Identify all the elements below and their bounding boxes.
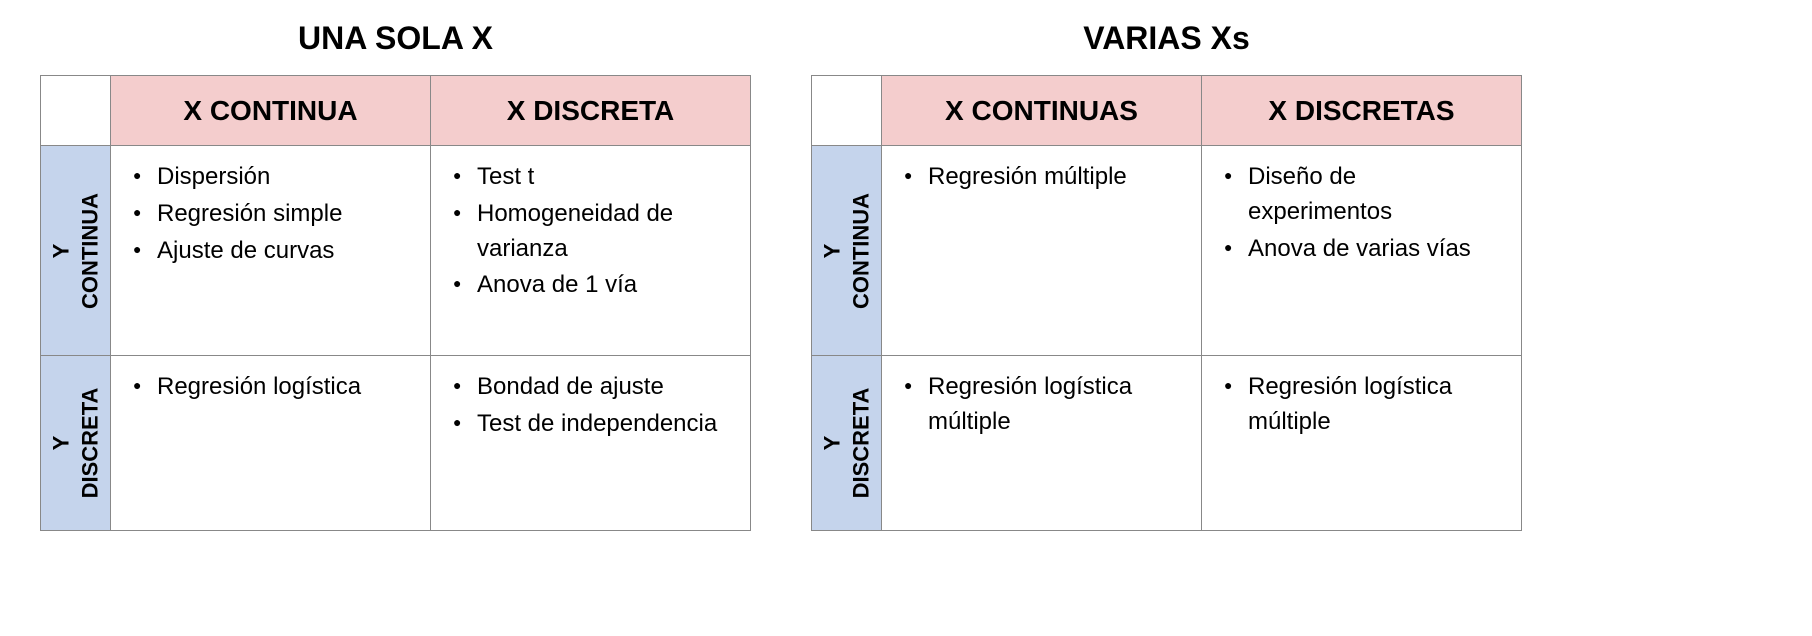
cell-y-discreta-x-continuas: Regresión logística múltiple: [882, 356, 1202, 531]
table-title-right: VARIAS Xs: [1083, 20, 1250, 57]
cell-y-continua-x-continua: Dispersión Regresión simple Ajuste de cu…: [111, 146, 431, 356]
table-left: X CONTINUA X DISCRETA YCONTINUA Dispersi…: [40, 75, 751, 531]
cell-y-continua-x-discretas: Diseño de experimentos Anova de varias v…: [1202, 146, 1522, 356]
tables-container: UNA SOLA X X CONTINUA X DISCRETA YCONTIN…: [20, 20, 1792, 531]
list-item: Regresión múltiple: [896, 160, 1183, 195]
list-item: Homogeneidad de varianza: [445, 197, 732, 267]
col-header-x-discretas: X DISCRETAS: [1202, 76, 1522, 146]
table-row: X CONTINUAS X DISCRETAS: [812, 76, 1522, 146]
table-row: YCONTINUA Dispersión Regresión simple Aj…: [41, 146, 751, 356]
row-header-label: YCONTINUA: [818, 192, 875, 308]
row-header-y-discreta: YDISCRETA: [812, 356, 882, 531]
row-header-label: YDISCRETA: [47, 388, 104, 499]
table-row: YCONTINUA Regresión múltiple Diseño de e…: [812, 146, 1522, 356]
list-item: Regresión logística: [125, 370, 412, 405]
col-header-x-continua: X CONTINUA: [111, 76, 431, 146]
table-row: YDISCRETA Regresión logística Bondad de …: [41, 356, 751, 531]
list-item: Dispersión: [125, 160, 412, 195]
corner-cell: [41, 76, 111, 146]
cell-y-continua-x-discreta: Test t Homogeneidad de varianza Anova de…: [431, 146, 751, 356]
corner-cell: [812, 76, 882, 146]
row-header-y-continua: YCONTINUA: [812, 146, 882, 356]
list-item: Anova de 1 vía: [445, 268, 732, 303]
list-item: Regresión simple: [125, 197, 412, 232]
row-header-y-discreta: YDISCRETA: [41, 356, 111, 531]
cell-y-discreta-x-discreta: Bondad de ajuste Test de independencia: [431, 356, 751, 531]
list-item: Ajuste de curvas: [125, 234, 412, 269]
cell-y-discreta-x-continua: Regresión logística: [111, 356, 431, 531]
table-right: X CONTINUAS X DISCRETAS YCONTINUA Regres…: [811, 75, 1522, 531]
row-header-label: YCONTINUA: [47, 192, 104, 308]
list-item: Anova de varias vías: [1216, 232, 1503, 267]
table-wrapper-right: VARIAS Xs X CONTINUAS X DISCRETAS YCONTI…: [811, 20, 1522, 531]
row-header-y-continua: YCONTINUA: [41, 146, 111, 356]
list-item: Test t: [445, 160, 732, 195]
list-item: Bondad de ajuste: [445, 370, 732, 405]
list-item: Regresión logística múltiple: [896, 370, 1183, 440]
table-row: YDISCRETA Regresión logística múltiple R…: [812, 356, 1522, 531]
cell-y-discreta-x-discretas: Regresión logística múltiple: [1202, 356, 1522, 531]
cell-y-continua-x-continuas: Regresión múltiple: [882, 146, 1202, 356]
table-wrapper-left: UNA SOLA X X CONTINUA X DISCRETA YCONTIN…: [40, 20, 751, 531]
list-item: Diseño de experimentos: [1216, 160, 1503, 230]
list-item: Regresión logística múltiple: [1216, 370, 1503, 440]
table-row: X CONTINUA X DISCRETA: [41, 76, 751, 146]
list-item: Test de independencia: [445, 407, 732, 442]
col-header-x-continuas: X CONTINUAS: [882, 76, 1202, 146]
table-title-left: UNA SOLA X: [298, 20, 493, 57]
row-header-label: YDISCRETA: [818, 388, 875, 499]
col-header-x-discreta: X DISCRETA: [431, 76, 751, 146]
